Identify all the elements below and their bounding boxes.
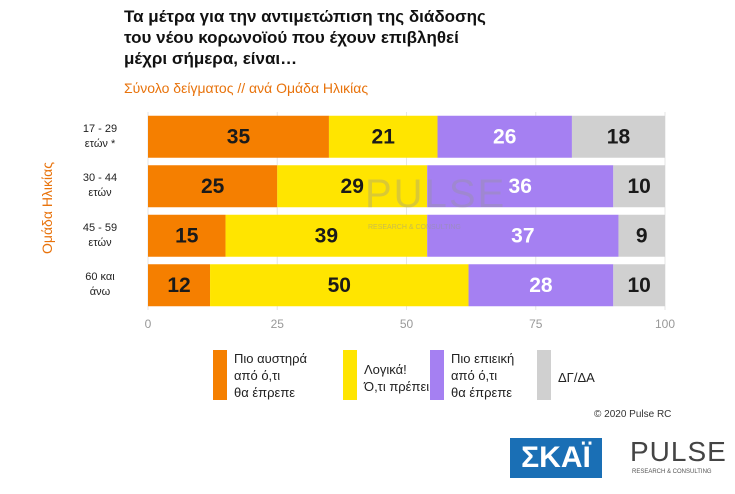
value-label: 50 (328, 274, 351, 297)
legend-swatch (430, 350, 444, 400)
bar-segment (613, 165, 665, 208)
bar-segment (613, 264, 665, 307)
value-label: 9 (636, 224, 648, 247)
x-tick-label: 50 (400, 317, 414, 331)
bar-segment (427, 165, 614, 208)
value-label: 10 (627, 274, 650, 297)
legend-label: Λογικά! Ό,τι πρέπει (364, 362, 430, 394)
chart-title: Τα μέτρα για την αντιμετώπιση της διάδοσ… (124, 7, 486, 68)
value-label: 26 (493, 125, 516, 148)
watermark-tagline: RESEARCH & CONSULTING (368, 224, 461, 231)
value-label: 39 (315, 224, 338, 247)
skai-logo: ΣΚΑΪ (510, 438, 602, 478)
y-tick-label: 17 - 29 ετών * (82, 122, 118, 150)
bar-segment (210, 264, 469, 307)
value-label: 35 (227, 125, 251, 148)
legend-swatch (343, 350, 357, 400)
legend-label: ΔΓ/ΔΑ (558, 370, 595, 385)
y-tick-label: 60 και άνω (85, 271, 115, 299)
bar-segment (148, 115, 329, 158)
x-tick-label: 75 (529, 317, 543, 331)
watermark: PULSE (365, 172, 507, 216)
y-tick-label: 30 - 44 ετών (82, 172, 118, 200)
copyright: © 2020 Pulse RC (594, 409, 672, 420)
value-label: 21 (372, 125, 396, 148)
bar-segment (148, 165, 278, 208)
bar-segment (148, 264, 211, 307)
y-axis-label: Ομάδα Ηλικίας (39, 162, 55, 254)
legend-swatch (537, 350, 551, 400)
chart-subtitle: Σύνολο δείγματος // ανά Ομάδα Ηλικίας (124, 80, 369, 96)
bar-segment (618, 214, 665, 257)
x-tick-label: 0 (145, 317, 152, 331)
value-label: 15 (175, 224, 199, 247)
legend-swatch (213, 350, 227, 400)
x-tick-label: 25 (271, 317, 285, 331)
value-label: 37 (511, 224, 534, 247)
x-tick-label: 100 (655, 317, 675, 331)
bar-segment (571, 115, 665, 158)
legend-label: Πιο αυστηρά από ό,τι θα έπρεπε (234, 351, 308, 400)
bar-segment (277, 165, 428, 208)
bar-segment (468, 264, 614, 307)
value-label: 25 (201, 175, 225, 198)
bar-segment (225, 214, 428, 257)
pulse-tagline: RESEARCH & CONSULTING (632, 469, 712, 475)
value-label: 29 (341, 175, 364, 198)
bar-segment (148, 214, 226, 257)
pulse-logo: PULSE (630, 436, 727, 467)
legend-label: Πιο επιεική από ό,τι θα έπρεπε (451, 351, 515, 400)
value-label: 36 (509, 175, 532, 198)
value-label: 28 (529, 274, 553, 297)
bar-segment (427, 214, 619, 257)
value-label: 18 (607, 125, 631, 148)
bar-segment (437, 115, 572, 158)
bar-segment (328, 115, 438, 158)
value-label: 12 (167, 274, 190, 297)
value-label: 10 (627, 175, 650, 198)
y-tick-label: 45 - 59 ετών (82, 221, 118, 249)
